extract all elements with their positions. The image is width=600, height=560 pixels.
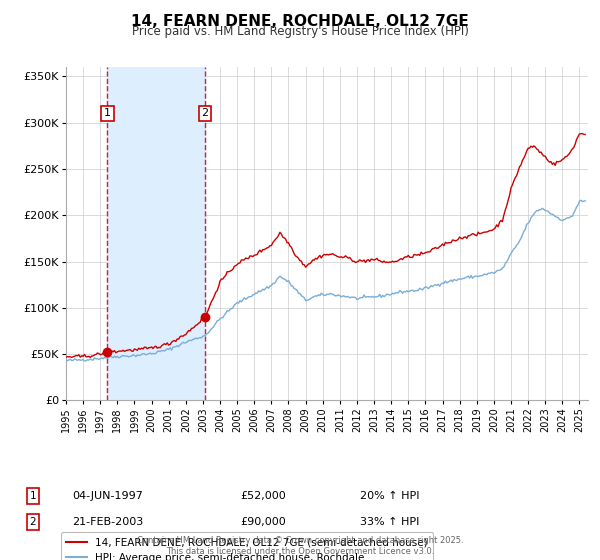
Text: 1: 1	[104, 109, 111, 119]
Text: £90,000: £90,000	[240, 517, 286, 527]
Text: 33% ↑ HPI: 33% ↑ HPI	[360, 517, 419, 527]
Text: 14, FEARN DENE, ROCHDALE, OL12 7GE: 14, FEARN DENE, ROCHDALE, OL12 7GE	[131, 14, 469, 29]
Text: 1: 1	[29, 491, 37, 501]
Text: 20% ↑ HPI: 20% ↑ HPI	[360, 491, 419, 501]
Text: Contains HM Land Registry data © Crown copyright and database right 2025.
This d: Contains HM Land Registry data © Crown c…	[137, 536, 463, 556]
Bar	[107, 67, 205, 400]
Text: 21-FEB-2003: 21-FEB-2003	[72, 517, 143, 527]
Text: 04-JUN-1997: 04-JUN-1997	[72, 491, 143, 501]
Text: 2: 2	[29, 517, 37, 527]
Text: £52,000: £52,000	[240, 491, 286, 501]
Text: Price paid vs. HM Land Registry's House Price Index (HPI): Price paid vs. HM Land Registry's House …	[131, 25, 469, 38]
Legend: 14, FEARN DENE, ROCHDALE, OL12 7GE (semi-detached house), HPI: Average price, se: 14, FEARN DENE, ROCHDALE, OL12 7GE (semi…	[61, 533, 433, 560]
Text: 2: 2	[202, 109, 209, 119]
